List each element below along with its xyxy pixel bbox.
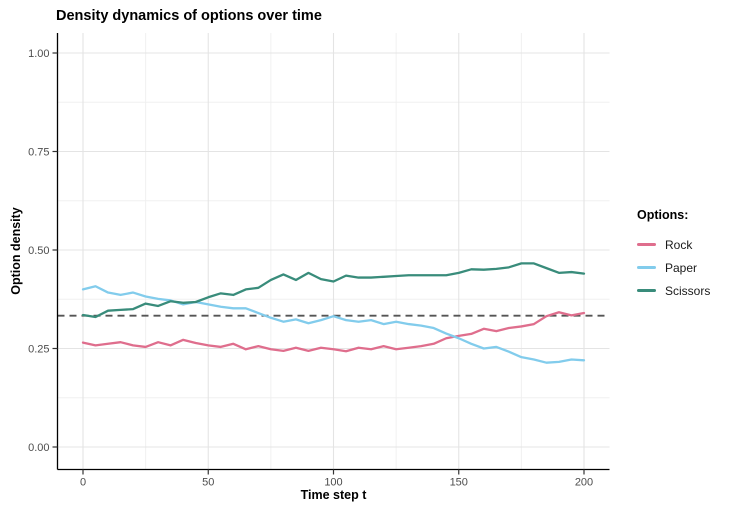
svg-text:0.25: 0.25 [28, 343, 49, 355]
scissors-line-key-icon [637, 289, 656, 292]
legend: Options: Rock Paper Scissors [637, 208, 710, 302]
legend-item-rock: Rock [637, 233, 710, 256]
legend-item-paper: Paper [637, 256, 710, 279]
svg-text:150: 150 [450, 477, 468, 489]
legend-label-scissors: Scissors [665, 283, 711, 298]
chart-title: Density dynamics of options over time [56, 8, 322, 24]
legend-label-rock: Rock [665, 237, 693, 252]
y-axis-label: Option density [9, 207, 23, 295]
rock-line-key-icon [637, 243, 656, 246]
svg-text:0.50: 0.50 [28, 245, 49, 257]
svg-text:200: 200 [575, 477, 593, 489]
svg-text:1.00: 1.00 [28, 48, 49, 60]
svg-text:100: 100 [324, 477, 342, 489]
svg-text:50: 50 [202, 477, 214, 489]
svg-text:0: 0 [80, 477, 86, 489]
legend-item-scissors: Scissors [637, 279, 710, 302]
legend-title: Options: [637, 208, 689, 222]
x-axis-label: Time step t [300, 488, 367, 502]
paper-line-key-icon [637, 266, 656, 269]
svg-text:0.00: 0.00 [28, 442, 49, 454]
legend-label-paper: Paper [665, 260, 698, 275]
svg-text:0.75: 0.75 [28, 146, 49, 158]
